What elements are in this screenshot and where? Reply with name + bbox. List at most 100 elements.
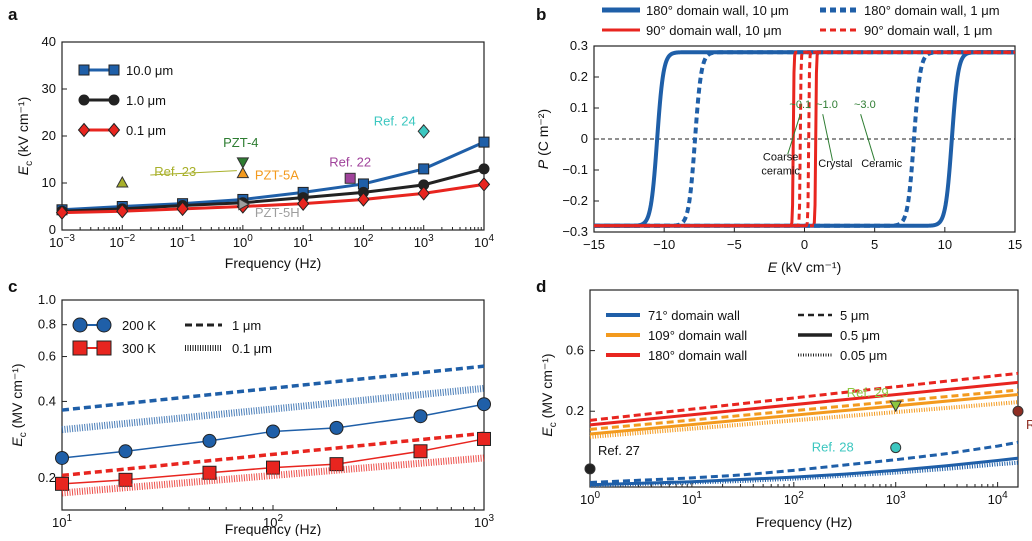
y-tick-label: 0.6	[38, 349, 56, 364]
annotation-label: Crystal	[818, 158, 852, 170]
y-tick-label: 40	[42, 34, 56, 49]
series-line	[589, 371, 1019, 422]
x-axis-label: Frequency (Hz)	[225, 521, 321, 536]
reference-point	[890, 442, 902, 454]
legend-label: 1.0 μm	[126, 93, 166, 108]
x-axis-label: Frequency (Hz)	[756, 514, 852, 530]
data-point	[266, 460, 280, 475]
annotation-leader	[860, 114, 876, 161]
annotation-label: ~0.1	[789, 99, 811, 111]
y-axis-label: Ec (MV cm⁻¹)	[9, 363, 29, 446]
reference-label: Ref. 27	[598, 443, 640, 458]
data-point	[55, 476, 69, 491]
series-line	[589, 460, 1019, 488]
y-axis-label: Ec (kV cm⁻¹)	[15, 97, 35, 176]
x-tick-label: 101	[682, 490, 702, 507]
legend-label: 180° domain wall, 10 μm	[646, 3, 789, 18]
x-tick-label: 100	[233, 233, 253, 250]
legend-marker	[108, 94, 120, 106]
x-tick-label: −15	[583, 237, 605, 252]
y-tick-label: −0.3	[562, 224, 588, 239]
x-tick-label: 0	[801, 237, 808, 252]
annotation-leader	[822, 114, 834, 161]
y-tick-label: 20	[42, 128, 56, 143]
series-line	[61, 431, 485, 478]
series-line	[61, 364, 485, 412]
legend-label: 10.0 μm	[126, 63, 173, 78]
legend-label: 109° domain wall	[648, 328, 747, 343]
y-tick-label: 0.8	[38, 317, 56, 332]
x-tick-label: 104	[988, 490, 1008, 507]
y-tick-label: 30	[42, 81, 56, 96]
reference-point	[236, 157, 250, 169]
x-tick-label: 104	[474, 233, 494, 250]
data-point	[477, 397, 491, 412]
x-tick-label: 100	[580, 490, 600, 507]
series-line	[589, 388, 1019, 431]
x-tick-label: 103	[474, 513, 494, 530]
x-tick-label: 10−2	[109, 233, 135, 250]
legend-marker	[72, 340, 88, 356]
legend-marker	[107, 122, 121, 138]
reference-label: Ref. 29	[847, 385, 889, 400]
reference-label: Ref. 22	[329, 154, 371, 169]
reference-label: Ref. 24	[374, 113, 416, 128]
legend-label: 0.05 μm	[840, 348, 887, 363]
data-point	[418, 163, 430, 175]
panel-a-chart: 10−3 10−2 10−1 100 101 102 103 104 0 10 20 30 40 Freq…	[15, 34, 494, 271]
reference-point	[236, 166, 250, 179]
annotation-label: Ceramic	[861, 158, 902, 170]
data-point	[413, 444, 428, 459]
legend-marker	[77, 122, 91, 138]
x-tick-label: 102	[353, 233, 373, 250]
y-tick-label: 0.2	[570, 69, 588, 84]
data-point	[477, 431, 491, 446]
series-line	[61, 182, 485, 215]
reference-label: PZT-5H	[255, 205, 300, 220]
data-point	[202, 433, 217, 448]
legend-label: 0.5 μm	[840, 328, 880, 343]
y-tick-label: −0.1	[562, 162, 588, 177]
y-axis-label: P (C m⁻²)	[535, 109, 551, 169]
reference-label: PZT-4	[223, 135, 258, 150]
y-tick-label: 0.2	[38, 470, 56, 485]
reference-point	[417, 124, 430, 139]
x-axis-label: Frequency (Hz)	[225, 255, 321, 271]
legend-label: 90° domain wall, 1 μm	[864, 23, 992, 38]
series-line	[589, 400, 1019, 439]
panel-d-chart: 100 101 102 103 104 0.2 0.6 Frequency (Hz) Ec (M…	[539, 289, 1032, 530]
x-tick-label: 103	[886, 490, 906, 507]
y-tick-label: 0	[581, 131, 588, 146]
legend-label: 300 K	[122, 341, 156, 356]
y-tick-label: −0.2	[562, 193, 588, 208]
reference-point	[1012, 405, 1024, 417]
plot-frame	[589, 289, 1019, 488]
panel-b-letter: b	[536, 5, 546, 24]
x-tick-label: −5	[727, 237, 742, 252]
x-tick-label: 101	[293, 233, 313, 250]
legend-marker	[96, 340, 112, 356]
legend-marker	[96, 317, 112, 333]
annotation-label: Coarse	[763, 152, 798, 164]
legend-label: 200 K	[122, 318, 156, 333]
x-tick-label: −10	[653, 237, 675, 252]
x-tick-label: 102	[784, 490, 804, 507]
x-tick-label: 103	[414, 233, 434, 250]
data-point	[477, 177, 491, 192]
legend-label: 1 μm	[232, 318, 261, 333]
panel-d-letter: d	[536, 277, 546, 296]
legend-label: 90° domain wall, 10 μm	[646, 23, 782, 38]
legend-marker	[78, 64, 90, 76]
y-tick-label: 10	[42, 175, 56, 190]
legend-marker	[108, 64, 120, 76]
y-tick-label: 0.3	[570, 38, 588, 53]
data-point	[266, 424, 280, 439]
legend-label: 180° domain wall, 1 μm	[864, 3, 1000, 18]
legend-label: 71° domain wall	[648, 308, 740, 323]
legend-label: 5 μm	[840, 308, 869, 323]
x-tick-label: 10	[938, 237, 952, 252]
x-tick-label: 10−1	[170, 233, 196, 250]
x-tick-label: 10−3	[49, 233, 75, 250]
series-line	[589, 456, 1019, 487]
data-point	[116, 203, 129, 219]
